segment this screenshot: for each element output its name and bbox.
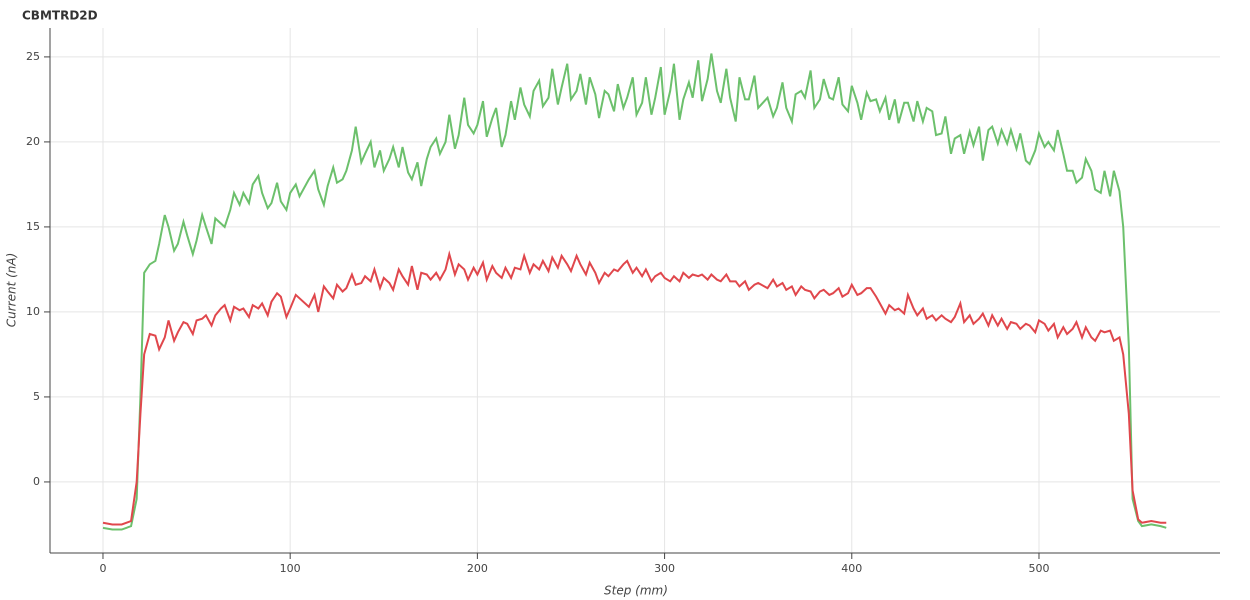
chart-title: CBMTRD2D xyxy=(22,9,98,23)
x-tick-label: 400 xyxy=(841,562,862,575)
x-tick-label: 500 xyxy=(1028,562,1049,575)
y-tick-label: 0 xyxy=(33,475,40,488)
x-tick-label: 100 xyxy=(280,562,301,575)
x-tick-label: 200 xyxy=(467,562,488,575)
series-line xyxy=(102,53,1167,531)
x-tick-label: 0 xyxy=(99,562,106,575)
y-axis-label: Current (nA) xyxy=(5,253,19,328)
y-tick-label: 20 xyxy=(26,135,40,148)
y-tick-label: 10 xyxy=(26,305,40,318)
x-tick-label: 300 xyxy=(654,562,675,575)
x-axis-label: Step (mm) xyxy=(604,584,668,598)
series-line xyxy=(102,250,1167,526)
y-tick-label: 15 xyxy=(26,220,40,233)
y-tick-label: 25 xyxy=(26,50,40,63)
y-tick-label: 5 xyxy=(33,390,40,403)
